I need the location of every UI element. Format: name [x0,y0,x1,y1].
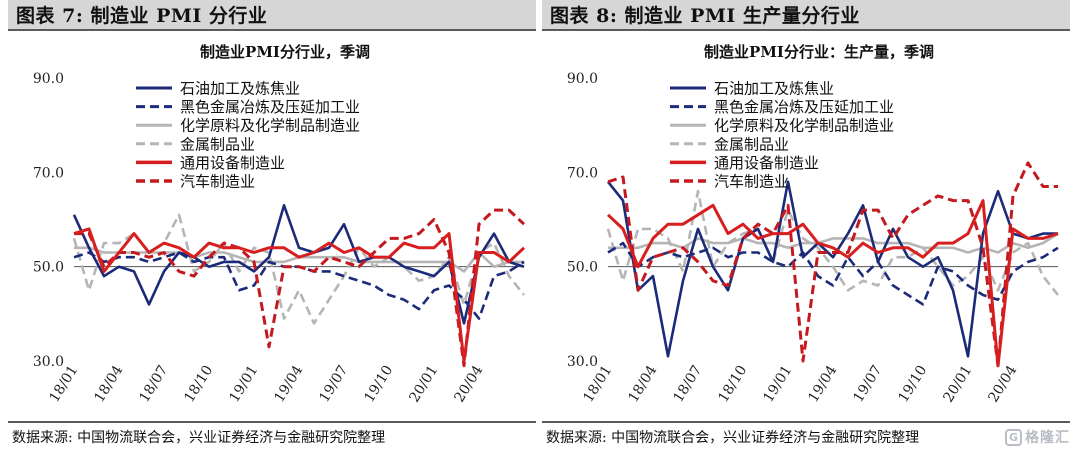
y-tick-label: 70.0 [567,165,598,181]
series-line-5 [74,208,526,368]
x-tick-label: 19/07 [316,363,351,406]
series-line-0 [606,180,1058,358]
legend-label: 金属制品业 [180,135,255,153]
x-tick-label: 18/07 [670,363,705,406]
x-tick-label: 20/04 [451,363,486,406]
x-tick-label: 20/01 [940,363,975,406]
watermark: G 格隆汇 [1005,427,1070,447]
x-tick-label: 19/01 [226,363,261,406]
legend-label: 金属制品业 [714,135,789,153]
x-tick-label: 19/04 [805,363,840,406]
y-tick-label: 90.0 [567,71,598,87]
legend-label: 汽车制造业 [714,173,789,191]
x-tick-label: 18/10 [715,363,750,406]
x-tick-label: 18/04 [625,363,660,406]
y-tick-label: 30.0 [33,354,64,370]
source-text: 数据来源: 中国物流联合会，兴业证券经济与金融研究院整理 [12,430,386,446]
legend-label: 黑色金属冶炼及压延加工业 [180,98,360,116]
series-line-0 [72,204,525,325]
x-tick-label: 18/04 [91,363,126,406]
series-line-1 [607,241,1059,306]
x-tick-label: 19/07 [850,363,885,406]
series-line-4 [73,227,526,363]
chart-title: 制造业PMI分行业：生产量，季调 [704,43,934,61]
x-tick-label: 18/07 [136,363,171,406]
source-note: 数据来源: 中国物流联合会，兴业证券经济与金融研究院整理 [8,421,536,451]
x-tick-label: 20/01 [406,363,441,406]
legend-label: 化学原料及化学制品制造业 [714,117,894,135]
series-line-3 [606,189,1060,296]
chart-title: 制造业PMI分行业，季调 [200,43,370,61]
x-tick-label: 19/01 [760,363,795,406]
series-line-4 [606,199,1059,368]
figure-header: 图表 8: 制造业 PMI 生产量分行业 [542,0,1070,31]
y-tick-label: 50.0 [33,260,64,276]
y-tick-label: 70.0 [33,165,64,181]
legend-label: 通用设备制造业 [180,154,285,172]
x-tick-label: 20/04 [985,363,1020,406]
x-tick-label: 19/04 [271,363,306,406]
chart-panel-left: 图表 7: 制造业 PMI 分行业 制造业PMI分行业，季调 30.0 50.0 70… [8,0,536,453]
x-tick-label: 19/10 [361,363,396,406]
series-line-5 [607,161,1058,368]
figure-title: 图表 8: 制造业 PMI 生产量分行业 [550,5,860,27]
watermark-text: 格隆汇 [1025,430,1070,446]
legend-label: 化学原料及化学制品制造业 [180,117,360,135]
y-tick-label: 30.0 [567,354,598,370]
watermark-logo-icon: G [1005,428,1022,446]
legend-label: 石油加工及炼焦业 [180,80,300,98]
y-tick-label: 50.0 [567,260,598,276]
source-text: 数据来源: 中国物流联合会，兴业证券经济与金融研究院整理 [546,430,920,446]
x-tick-label: 18/10 [181,363,216,406]
legend-label: 黑色金属冶炼及压延加工业 [714,98,894,116]
legend-label: 通用设备制造业 [714,154,819,172]
figure-header: 图表 7: 制造业 PMI 分行业 [8,0,536,31]
figure-title: 图表 7: 制造业 PMI 分行业 [16,5,268,27]
legend-label: 石油加工及炼焦业 [714,80,834,98]
chart-panel-right: 图表 8: 制造业 PMI 生产量分行业 制造业PMI分行业：生产量，季调 30.… [542,0,1070,453]
y-tick-label: 90.0 [33,71,64,87]
x-tick-label: 19/10 [895,363,930,406]
legend-label: 汽车制造业 [180,173,255,191]
source-note: 数据来源: 中国物流联合会，兴业证券经济与金融研究院整理 [542,421,1070,451]
